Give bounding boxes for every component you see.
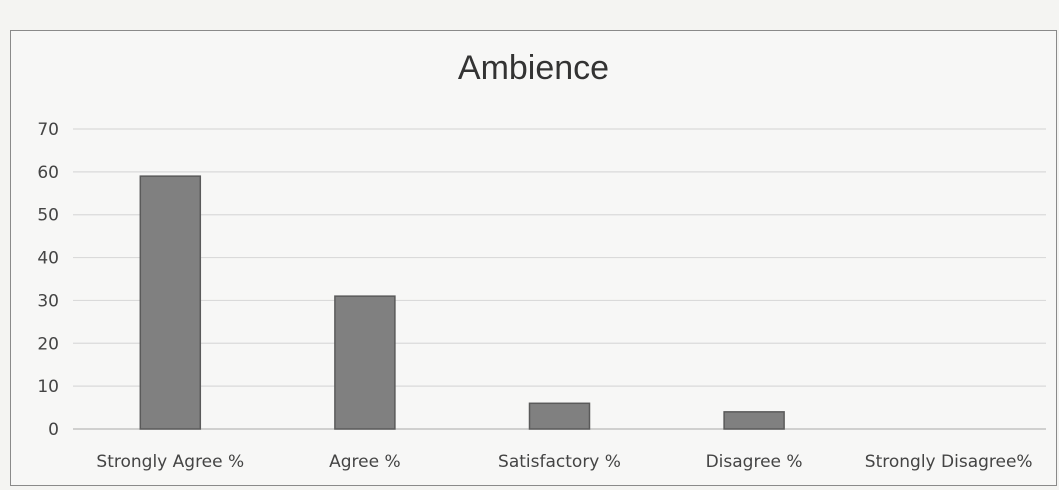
y-tick-label: 20 bbox=[37, 334, 59, 354]
bar-0 bbox=[139, 175, 202, 430]
x-category-label: Strongly Disagree% bbox=[865, 452, 1033, 472]
x-category-label: Agree % bbox=[329, 452, 401, 472]
chart-title: Ambience bbox=[457, 49, 610, 87]
y-tick-label: 10 bbox=[37, 377, 59, 397]
y-tick-label: 50 bbox=[37, 206, 59, 226]
y-tick-label: 0 bbox=[48, 420, 59, 440]
bar-3 bbox=[723, 411, 785, 430]
bar-chart-plot: 0 10 20 30 40 50 60 70 Strongly Agree % Agree % Sa… bbox=[37, 120, 1046, 472]
x-category-label: Strongly Agree % bbox=[96, 452, 244, 472]
x-category-label: Disagree % bbox=[706, 452, 803, 472]
bar-1 bbox=[334, 295, 396, 430]
y-tick-label: 40 bbox=[37, 249, 59, 269]
x-category-label: Satisfactory % bbox=[498, 452, 621, 472]
y-tick-label: 30 bbox=[37, 291, 59, 311]
bar-2 bbox=[528, 402, 591, 430]
chart-frame: Ambience 0 10 20 30 40 50 60 70 Strongly Agree %… bbox=[10, 30, 1057, 486]
y-tick-label: 60 bbox=[37, 163, 59, 183]
y-tick-label: 70 bbox=[37, 120, 59, 140]
